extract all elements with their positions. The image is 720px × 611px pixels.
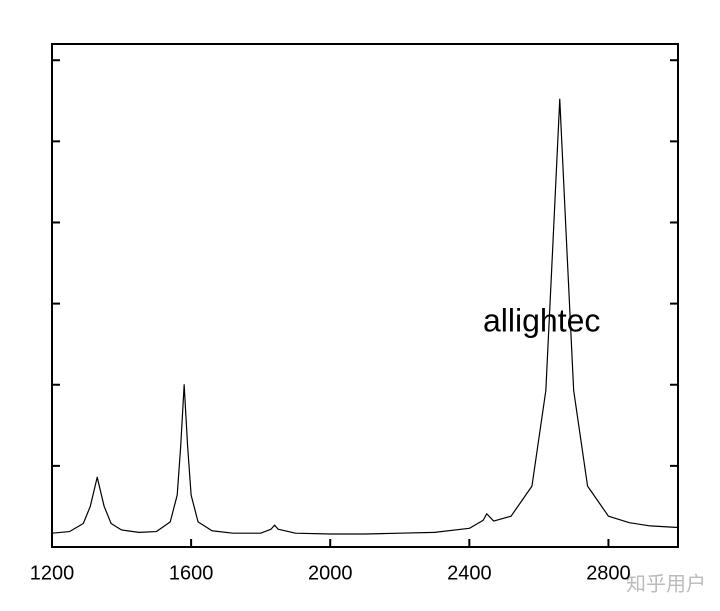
x-tick-label: 1200 <box>30 562 75 584</box>
x-tick-label: 2800 <box>586 562 631 584</box>
annotation: allightec <box>483 302 600 338</box>
spectrum-line <box>51 98 679 535</box>
watermark: 知乎用户 <box>626 572 706 595</box>
x-tick-label: 1600 <box>169 562 214 584</box>
plot-frame <box>51 43 679 548</box>
x-tick-label: 2400 <box>447 562 492 584</box>
x-tick-label: 2000 <box>308 562 353 584</box>
